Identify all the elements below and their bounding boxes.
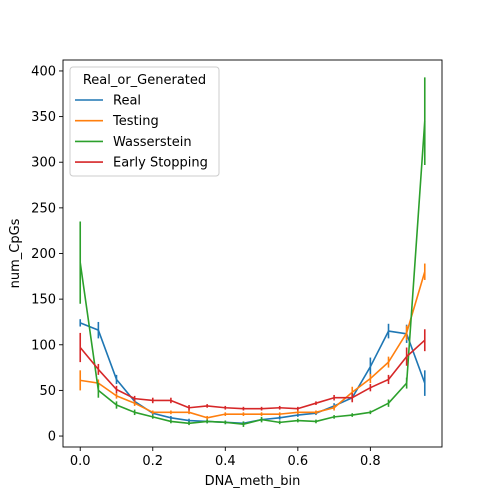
legend-label-testing: Testing <box>112 114 159 129</box>
x-axis-label: DNA_meth_bin <box>205 474 301 489</box>
axis-ticks: 0.0 0.2 0.4 0.6 0.8 0 50 100 150 200 250 300 350 400 <box>31 64 381 469</box>
series-line-wasserstein <box>79 121 426 425</box>
y-tick-label: 400 <box>31 64 56 79</box>
y-tick-label: 250 <box>31 201 56 216</box>
x-tick-label: 0.0 <box>70 454 91 469</box>
y-tick-label: 100 <box>31 338 56 353</box>
plot-area <box>62 59 443 448</box>
y-tick-label: 300 <box>31 156 56 171</box>
legend-title: Real_or_Generated <box>83 73 206 88</box>
x-tick-label: 0.2 <box>142 454 163 469</box>
x-tick-label: 0.4 <box>215 454 236 469</box>
series-line-testing <box>80 271 426 419</box>
x-tick-label: 0.6 <box>287 454 308 469</box>
y-axis-label: num_CpGs <box>8 218 23 288</box>
legend: Real_or_Generated Real Testing Wasserstein E… <box>69 66 220 177</box>
y-tick-label: 0 <box>48 430 56 445</box>
y-tick-label: 50 <box>39 384 56 399</box>
legend-label-early-stopping: Early Stopping <box>113 156 208 171</box>
legend-label-wasserstein: Wasserstein <box>113 135 192 150</box>
legend-box <box>69 66 220 177</box>
y-tick-label: 350 <box>31 110 56 125</box>
series-line-early-stopping <box>79 339 426 410</box>
legend-label-real: Real <box>113 94 141 109</box>
y-tick-label: 150 <box>31 293 56 308</box>
y-tick-label: 200 <box>31 247 56 262</box>
x-tick-label: 0.8 <box>360 454 381 469</box>
